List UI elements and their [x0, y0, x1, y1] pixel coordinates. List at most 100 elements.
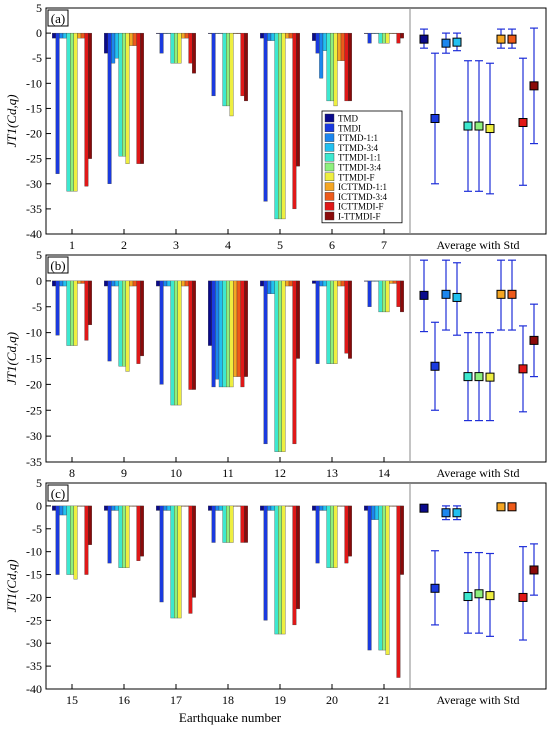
bar [333, 32, 338, 107]
average-label: Average with Std [436, 693, 519, 707]
y-tick-label: 0 [36, 26, 42, 40]
mean-marker [529, 565, 539, 575]
mean-marker [529, 81, 539, 91]
bar [319, 280, 324, 287]
legend-swatch [324, 113, 335, 123]
bar [125, 280, 130, 372]
bar [229, 280, 234, 388]
bar [114, 505, 119, 511]
bar [240, 32, 245, 97]
bar [80, 280, 85, 284]
bar [330, 280, 334, 364]
bar [274, 280, 279, 452]
y-tick-label: 5 [36, 476, 42, 490]
bar [382, 505, 386, 651]
bar [333, 505, 338, 568]
bar [163, 505, 168, 511]
bar [340, 32, 345, 61]
bar [340, 505, 345, 507]
bar [367, 280, 372, 307]
panel-1: 5 0 -5 -10 -15 -20 -25 -30 -35 -40 JT1(Cd,q) (a) 1 2 3… [4, 1, 547, 252]
bar [118, 505, 123, 568]
panel-3: 5 0 -5 -10 -15 -20 -25 -30 -35 -40 JT1(Cd,q) (c) 15 1… [4, 476, 547, 707]
y-tick-label: -25 [26, 613, 42, 627]
bar [211, 280, 216, 388]
legend-label: TTMDI-1:1 [338, 153, 381, 163]
mean-marker [496, 289, 506, 299]
bar [62, 280, 67, 287]
bar [226, 32, 230, 107]
y-axis-label: JT1(Cd,q) [4, 332, 19, 385]
bar [70, 280, 74, 346]
bar [84, 505, 89, 575]
bar [348, 32, 352, 102]
bar [184, 280, 189, 287]
mean-marker [452, 37, 462, 47]
bar [319, 32, 324, 79]
bar [236, 505, 241, 507]
bar [288, 505, 293, 507]
bar [170, 32, 175, 64]
legend-swatch [324, 201, 335, 211]
legend-label: TTMD-1:1 [338, 133, 378, 143]
bar [192, 505, 196, 598]
bar [236, 280, 241, 377]
bar [104, 32, 108, 54]
bar [292, 32, 297, 210]
bar [263, 505, 268, 621]
bar [177, 280, 182, 406]
mean-marker [485, 124, 495, 134]
bar [288, 280, 293, 287]
bar [159, 32, 164, 54]
bar [114, 32, 119, 59]
y-tick-label: -15 [26, 352, 42, 366]
bar [396, 505, 401, 678]
mean-marker [474, 589, 484, 599]
bar [374, 280, 379, 282]
bar [244, 280, 248, 377]
bar [270, 280, 275, 294]
mean-marker [430, 113, 440, 123]
legend-label: ICTTMDI-F [338, 202, 384, 212]
x-tick-label: 16 [118, 693, 130, 707]
y-tick-label: -25 [26, 403, 42, 417]
bar [312, 32, 316, 41]
bar [274, 505, 279, 635]
bar [184, 505, 189, 507]
bar [159, 505, 164, 603]
y-tick-label: -35 [26, 659, 42, 673]
y-tick-label: -40 [26, 227, 42, 241]
legend-label: TMDI [338, 123, 361, 133]
y-tick-label: -40 [26, 682, 42, 696]
y-axis-label: JT1(Cd,q) [4, 559, 19, 612]
bar [400, 505, 404, 575]
bar [73, 280, 78, 346]
bar [55, 505, 60, 575]
bar [348, 505, 352, 557]
bar [122, 32, 126, 157]
bar [285, 280, 290, 287]
bar [107, 505, 112, 564]
y-tick-label: -35 [26, 455, 42, 469]
legend-swatch [324, 123, 335, 133]
bar [326, 280, 331, 364]
bar [378, 32, 383, 44]
bar [385, 280, 390, 313]
bar [364, 32, 368, 34]
x-axis-label: Earthquake number [179, 710, 282, 725]
bar [62, 32, 67, 39]
bar [174, 32, 178, 64]
bar [163, 32, 168, 34]
bar [392, 505, 397, 507]
bar [107, 280, 112, 362]
bar [382, 280, 386, 313]
x-tick-label: 7 [381, 238, 387, 252]
bar [73, 32, 78, 192]
x-tick-label: 13 [326, 466, 338, 480]
mean-marker [419, 503, 429, 513]
panel-label: (a) [51, 11, 65, 26]
bar [188, 32, 193, 64]
bar [378, 280, 383, 313]
y-tick-label: -5 [32, 522, 42, 536]
bar [226, 505, 230, 543]
